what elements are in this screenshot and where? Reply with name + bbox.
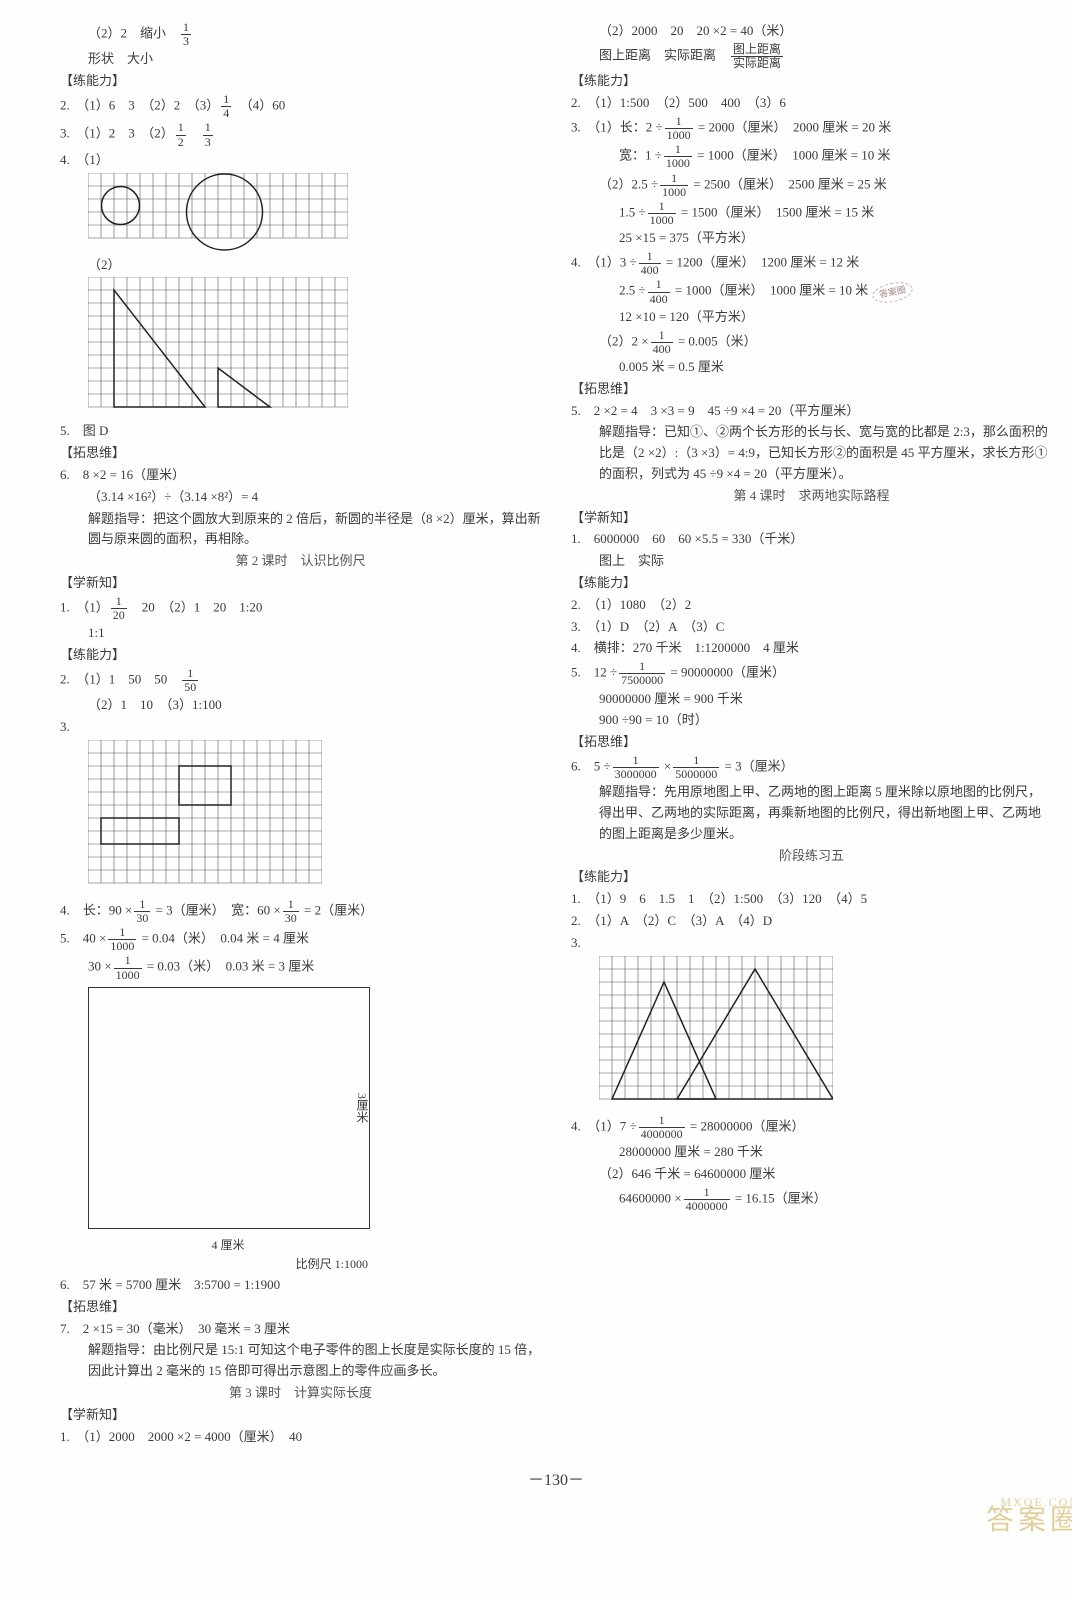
section-heading: 【拓思维】 xyxy=(60,443,541,464)
text: 25 ×15 = 375（平方米） xyxy=(571,228,1052,249)
text: 1. （1）2000 2000 ×2 = 4000（厘米） 40 xyxy=(60,1427,541,1448)
section-heading: 【拓思维】 xyxy=(571,379,1052,400)
watermark-sub: MXQE.COM xyxy=(1000,1493,1072,1512)
rectangle-figure: 3厘米 xyxy=(88,987,370,1229)
text: 900 ÷90 = 10（时） xyxy=(571,710,1052,731)
text: 2. （1）1:500 （2）500 400 （3）6 xyxy=(571,93,1052,114)
left-column: （2）2 缩小 13 形状 大小 【练能力】 2. （1）6 3 （2）2 （3… xyxy=(60,20,541,1448)
text: 0.005 米 = 0.5 厘米 xyxy=(571,357,1052,378)
section-heading: 【练能力】 xyxy=(571,867,1052,888)
lesson-heading: 阶段练习五 xyxy=(571,846,1052,867)
text: 1. （1）9 6 1.5 1 （2）1:500 （3）120 （4）5 xyxy=(571,889,1052,910)
text: 5. 40 ×11000 = 0.04（米） 0.04 米 = 4 厘米 xyxy=(60,926,541,953)
text: 2. （1）1080 （2）2 xyxy=(571,595,1052,616)
text: 3. xyxy=(571,933,1052,954)
text: 2. （1）6 3 （2）2 （3）14 （4）60 xyxy=(60,93,541,120)
section-heading: 【学新知】 xyxy=(571,508,1052,529)
text: 1:1 xyxy=(60,623,541,644)
text: 2. （1）A （2）C （3）A （4）D xyxy=(571,911,1052,932)
right-column: （2）2000 20 20 ×2 = 40（米） 图上距离 实际距离 图上距离实… xyxy=(571,20,1052,1448)
text: （2）1 10 （3）1:100 xyxy=(60,695,541,716)
section-heading: 【练能力】 xyxy=(60,645,541,666)
text: 5. 2 ×2 = 4 3 ×3 = 9 45 ÷9 ×4 = 20（平方厘米） xyxy=(571,401,1052,422)
text: （3.14 ×16²）÷（3.14 ×8²）= 4 xyxy=(60,487,541,508)
section-heading: 【练能力】 xyxy=(571,71,1052,92)
text: 4. 横排：270 千米 1:1200000 4 厘米 xyxy=(571,638,1052,659)
section-heading: 【学新知】 xyxy=(60,1405,541,1426)
rect-bottom-label: 4 厘米 xyxy=(88,1236,368,1255)
text: （2）2 缩小 13 xyxy=(60,21,541,48)
text: （2）2 ×1400 = 0.005（米） xyxy=(571,329,1052,356)
text: 3. （1）D （2）A （3）C xyxy=(571,617,1052,638)
grid-figure-4 xyxy=(571,956,833,1112)
page-number: －130－ xyxy=(60,1468,1052,1494)
text: 6. 8 ×2 = 16（厘米） xyxy=(60,465,541,486)
grid-figure-2 xyxy=(60,277,348,419)
section-heading: 【练能力】 xyxy=(571,573,1052,594)
text: 4. （1）7 ÷14000000 = 28000000（厘米） xyxy=(571,1114,1052,1141)
text: 4. 长：90 ×130 = 3（厘米） 宽：60 ×130 = 2（厘米） xyxy=(60,898,541,925)
text: 3. xyxy=(60,717,541,738)
grid-figure-3 xyxy=(60,740,322,896)
text: 1.5 ÷11000 = 1500（厘米） 1500 厘米 = 15 米 xyxy=(571,200,1052,227)
section-heading: 【拓思维】 xyxy=(571,732,1052,753)
rect-scale-label: 比例尺 1:1000 xyxy=(88,1255,368,1274)
text: 30 ×11000 = 0.03（米） 0.03 米 = 3 厘米 xyxy=(60,954,541,981)
text: （2） xyxy=(60,255,541,276)
text: 2. （1）1 50 50 150 xyxy=(60,667,541,694)
text: 4. （1）3 ÷1400 = 1200（厘米） 1200 厘米 = 12 米 xyxy=(571,250,1052,277)
text: 1. （1）120 20 （2）1 20 1:20 xyxy=(60,595,541,622)
text: 90000000 厘米 = 900 千米 xyxy=(571,689,1052,710)
text: 解题指导：先用原地图上甲、乙两地的图上距离 5 厘米除以原地图的比例尺，得出甲、… xyxy=(571,782,1052,844)
text: 12 ×10 = 120（平方米） xyxy=(571,307,1052,328)
grid-figure-1 xyxy=(60,173,348,253)
text: 6. 57 米 = 5700 厘米 3:5700 = 1:1900 xyxy=(60,1275,541,1296)
section-heading: 【学新知】 xyxy=(60,573,541,594)
text: 5. 图 D xyxy=(60,421,541,442)
text: 3. （1）长：2 ÷11000 = 2000（厘米） 2000 厘米 = 20… xyxy=(571,115,1052,142)
section-heading: 【练能力】 xyxy=(60,71,541,92)
text: 6. 5 ÷13000000 ×15000000 = 3（厘米） xyxy=(571,754,1052,781)
text: 3. （1）2 3 （2）12 13 xyxy=(60,121,541,148)
section-heading: 【拓思维】 xyxy=(60,1297,541,1318)
text: 宽：1 ÷11000 = 1000（厘米） 1000 厘米 = 10 米 xyxy=(571,143,1052,170)
text: 7. 2 ×15 = 30（毫米） 30 毫米 = 3 厘米 xyxy=(60,1319,541,1340)
text: 解题指导：由比例尺是 15:1 可知这个电子零件的图上长度是实际长度的 15 倍… xyxy=(60,1340,541,1382)
lesson-heading: 第 4 课时 求两地实际路程 xyxy=(571,486,1052,507)
watermark-stamp: 答案圈 xyxy=(871,279,915,306)
text: 64600000 ×14000000 = 16.15（厘米） xyxy=(571,1186,1052,1213)
text: 5. 12 ÷17500000 = 90000000（厘米） xyxy=(571,660,1052,687)
text: 28000000 厘米 = 280 千米 xyxy=(571,1142,1052,1163)
text: 1. 6000000 60 60 ×5.5 = 330（千米） xyxy=(571,529,1052,550)
text: 解题指导：把这个圆放大到原来的 2 倍后，新圆的半径是（8 ×2）厘米，算出新圆… xyxy=(60,509,541,551)
text: 4. （1） xyxy=(60,150,541,171)
text: 解题指导：已知①、②两个长方形的长与长、宽与宽的比都是 2:3，那么面积的比是（… xyxy=(571,422,1052,484)
text: 2.5 ÷1400 = 1000（厘米） 1000 厘米 = 10 米答案圈 xyxy=(571,278,1052,305)
page-columns: （2）2 缩小 13 形状 大小 【练能力】 2. （1）6 3 （2）2 （3… xyxy=(60,20,1052,1448)
text: 形状 大小 xyxy=(60,49,541,70)
text: （2）2000 20 20 ×2 = 40（米） xyxy=(571,21,1052,42)
text: 图上 实际 xyxy=(571,551,1052,572)
text: （2）2.5 ÷11000 = 2500（厘米） 2500 厘米 = 25 米 xyxy=(571,172,1052,199)
text: 图上距离 实际距离 图上距离实际距离 xyxy=(571,43,1052,70)
text: （2）646 千米 = 64600000 厘米 xyxy=(571,1164,1052,1185)
rect-vertical-label: 3厘米 xyxy=(352,1093,371,1123)
lesson-heading: 第 2 课时 认识比例尺 xyxy=(60,551,541,572)
lesson-heading: 第 3 课时 计算实际长度 xyxy=(60,1383,541,1404)
